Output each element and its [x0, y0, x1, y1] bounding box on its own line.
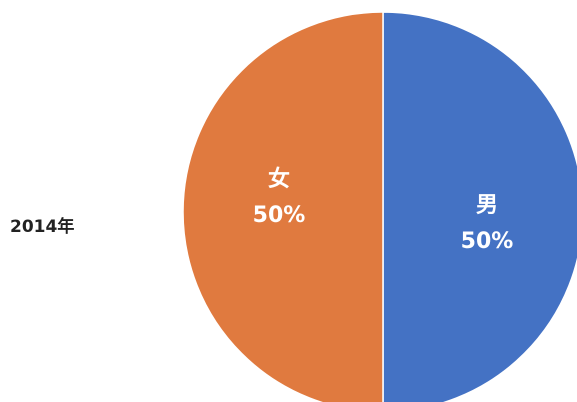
year-label: 2014年	[10, 216, 74, 237]
pie-slices	[182, 11, 577, 402]
slice-category-label: 女	[268, 166, 290, 192]
pie-slice-labels: 男 50% 女 50%	[253, 166, 514, 254]
pie-slice-male	[382, 11, 577, 402]
pie-slice-female	[182, 11, 384, 402]
slice-category-label: 男	[476, 193, 498, 218]
slice-percent-label: 50%	[461, 229, 514, 254]
slice-percent-label: 50%	[253, 203, 306, 228]
